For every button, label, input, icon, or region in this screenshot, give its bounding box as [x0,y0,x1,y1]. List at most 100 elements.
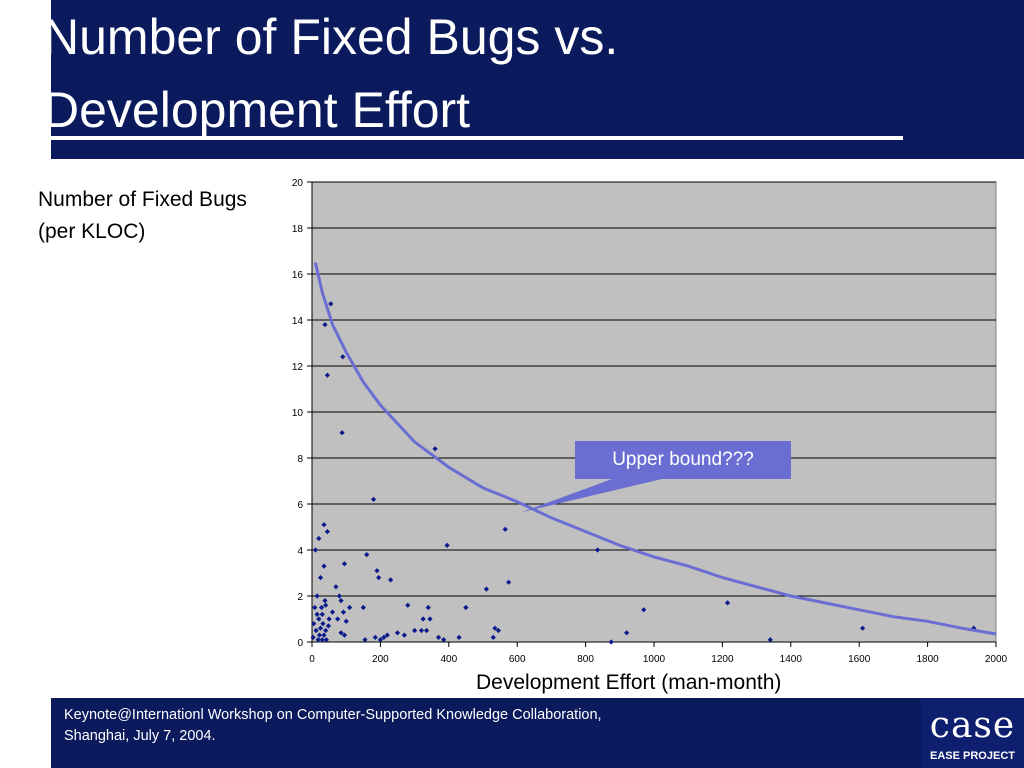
title-underline [51,136,903,140]
y-tick-label: 12 [292,362,304,373]
x-tick-label: 800 [577,654,594,665]
data-point [384,632,390,638]
x-tick-label: 600 [509,654,526,665]
data-point [320,621,326,627]
data-point [412,627,418,634]
data-point [490,634,496,640]
data-points [310,301,977,645]
y-tick-label: 8 [297,454,303,465]
x-tick-label: 1600 [848,654,871,665]
data-point [343,618,349,624]
data-point [483,586,490,592]
data-point [405,602,411,608]
data-point [328,301,334,307]
data-point [310,634,316,640]
data-point [624,630,630,636]
data-point [326,616,332,622]
data-point [335,616,341,622]
data-point [376,575,382,581]
data-point [394,630,401,636]
y-tick-label: 2 [297,592,303,603]
data-point [444,542,450,548]
x-tick-label: 0 [309,654,315,665]
data-point [340,354,346,360]
y-axis-label: Number of Fixed Bugs (per KLOC) [38,184,247,248]
data-point [322,598,328,604]
data-point [401,632,407,638]
y-tick-label: 10 [292,408,304,419]
data-point [381,634,387,640]
data-point [322,322,328,328]
data-point [323,637,329,643]
data-point [495,627,501,634]
callout-pointer [521,479,662,513]
data-point [312,604,318,611]
x-tick-label: 1200 [711,654,734,665]
data-point [336,593,342,599]
data-point [329,609,336,615]
data-point [313,627,319,634]
data-point [325,623,332,629]
slide-title-line2: Development Effort [51,82,471,138]
data-point [641,607,647,613]
data-point [324,372,330,378]
data-point [370,496,377,502]
x-tick-label: 200 [372,654,389,665]
data-point [319,637,325,643]
data-point [314,611,320,617]
data-point [316,616,322,622]
data-point [318,604,325,611]
y-tick-labels: 0 2 4 6 8 10 12 14 16 18 20 [292,178,304,649]
data-point [377,637,383,643]
data-point [767,637,773,643]
data-point [333,584,339,590]
data-point [323,627,329,634]
data-point [347,604,353,611]
data-point [317,625,324,631]
data-point [418,627,425,634]
x-axis-label: Development Effort (man-month) [476,671,782,694]
data-point [435,634,442,640]
logo-text: EASE PROJECT [930,750,1015,762]
upper-bound-callout: Upper bound??? [575,441,791,479]
data-point [374,568,380,574]
slide-header: Number of Fixed Bugs vs. Development Eff… [51,0,1024,155]
data-point [338,598,344,604]
data-point [324,529,330,535]
data-point [323,602,329,608]
data-point [317,575,324,581]
data-point [388,577,394,583]
data-point [502,526,508,532]
data-point [341,561,348,567]
data-point [316,632,323,638]
data-point [427,616,433,622]
data-point [423,627,430,634]
footer-line2: Shanghai, July 7, 2004. [64,728,216,744]
ease-project-logo: case EASE PROJECT [921,698,1024,768]
data-point [724,600,731,606]
x-tick-label: 1400 [780,654,803,665]
x-tick-label: 1000 [643,654,666,665]
data-point [338,630,344,636]
data-point [341,632,348,638]
data-point [364,552,370,558]
footer-line1: Keynote@Internationl Workshop on Compute… [64,707,602,723]
upper-bound-curve [313,262,997,636]
data-point [340,609,347,615]
x-tick-label: 1800 [916,654,939,665]
y-tick-label: 18 [292,224,304,235]
data-point [360,604,366,611]
y-tick-label: 20 [292,178,304,189]
x-tick-label: 400 [440,654,457,665]
slide-footer: Keynote@Internationl Workshop on Compute… [51,698,1024,768]
data-point [315,637,321,643]
data-point [321,563,327,569]
y-axis-label-line1: Number of Fixed Bugs [38,188,247,211]
data-point [321,522,327,528]
data-point [321,632,327,638]
data-point [860,625,866,631]
y-axis-label-line2: (per KLOC) [38,220,146,243]
y-tick-label: 6 [297,500,303,511]
data-point [312,547,319,553]
